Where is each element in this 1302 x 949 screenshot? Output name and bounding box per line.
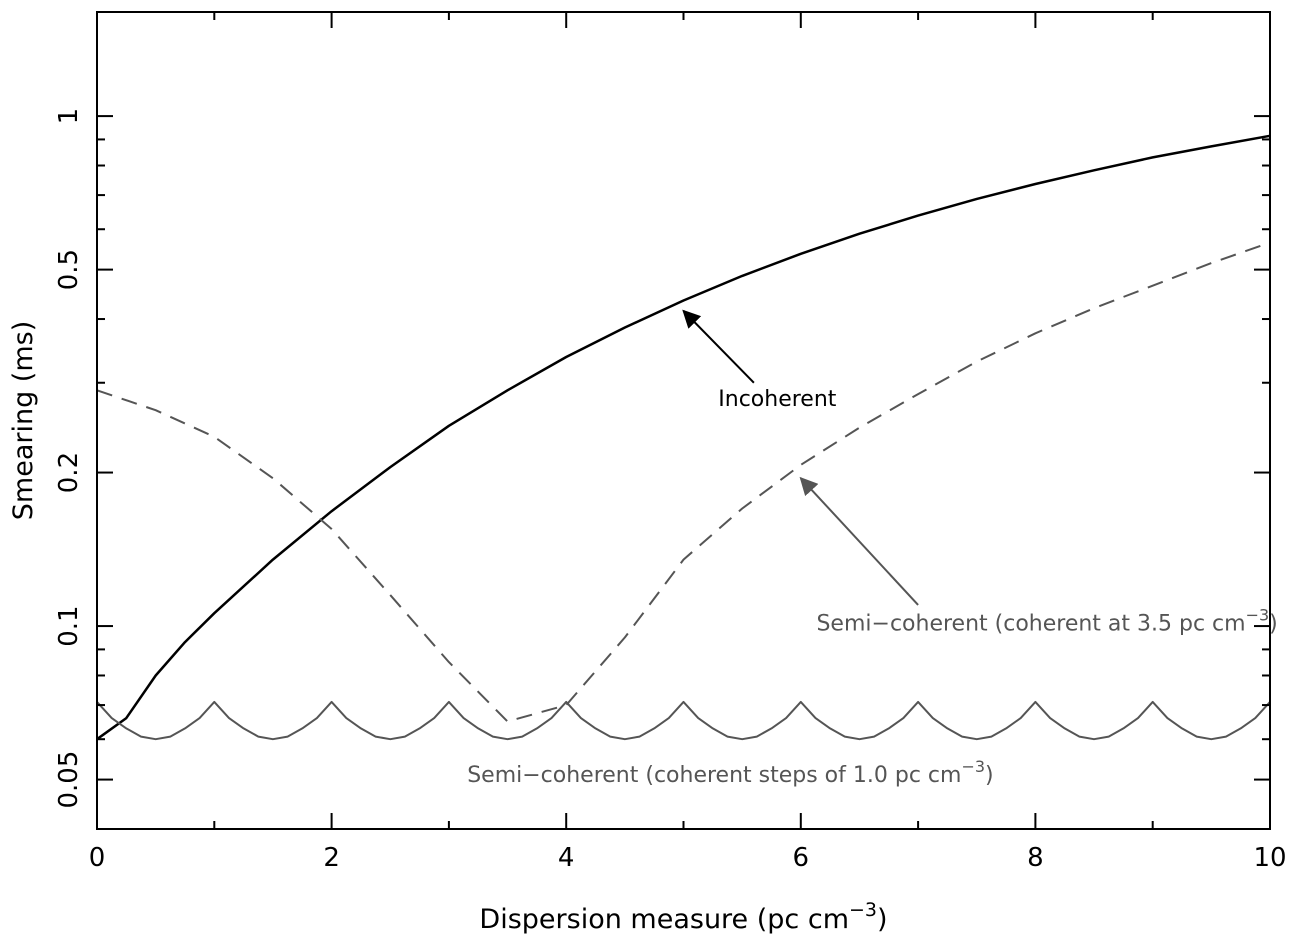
- annotation-2: Semi−coherent (coherent at 3.5 pc cm−3): [816, 606, 1277, 637]
- x-axis-label-end: ): [877, 904, 888, 935]
- annotation-text: Semi−coherent (coherent at 3.5 pc cm: [816, 612, 1245, 637]
- y-tick-label: 0.05: [54, 751, 84, 809]
- annotation-arrow-2: [799, 476, 919, 606]
- series-line-1: [96, 134, 1271, 741]
- series-layer: [96, 134, 1271, 741]
- annotation-text: Incoherent: [718, 387, 837, 412]
- y-tick-label: 0.1: [54, 605, 84, 646]
- series-line-2: [96, 241, 1271, 723]
- x-axis-label: Dispersion measure (pc cm−3): [479, 899, 887, 935]
- y-tick-label: 1: [54, 108, 84, 125]
- x-tick-label: 0: [89, 843, 106, 873]
- x-axis-label-main: Dispersion measure (pc cm: [479, 904, 849, 935]
- y-axis-label: Smearing (ms): [8, 321, 39, 520]
- annotation-arrow-1: [682, 309, 755, 384]
- x-tick-label: 10: [1253, 843, 1286, 873]
- annotation-tail: ): [985, 763, 994, 788]
- annotation-text: Semi−coherent (coherent steps of 1.0 pc …: [467, 763, 961, 788]
- y-tick-label: 0.5: [54, 249, 84, 290]
- x-tick-label: 6: [793, 843, 810, 873]
- x-tick-label: 2: [323, 843, 340, 873]
- annotation-layer: Incoherent Semi−coherent (coherent at 3.5…: [467, 309, 1278, 788]
- annotation-tail: ): [1269, 612, 1278, 637]
- x-tick-label: 4: [558, 843, 575, 873]
- annotation-sup: −3: [961, 757, 985, 776]
- annotation-1: Incoherent: [718, 387, 837, 412]
- y-tick-label: 0.2: [54, 452, 84, 493]
- x-tick-label: 8: [1027, 843, 1044, 873]
- series-line-3: [96, 700, 1271, 741]
- plot-frame: [96, 11, 1271, 830]
- annotation-3: Semi−coherent (coherent steps of 1.0 pc …: [467, 757, 993, 788]
- x-axis-label-sup: −3: [849, 899, 877, 921]
- annotation-sup: −3: [1246, 606, 1270, 625]
- ticks-layer: 0 2 4 6 8 10 0.05 0.1 0.2 0.5 1: [54, 12, 1287, 873]
